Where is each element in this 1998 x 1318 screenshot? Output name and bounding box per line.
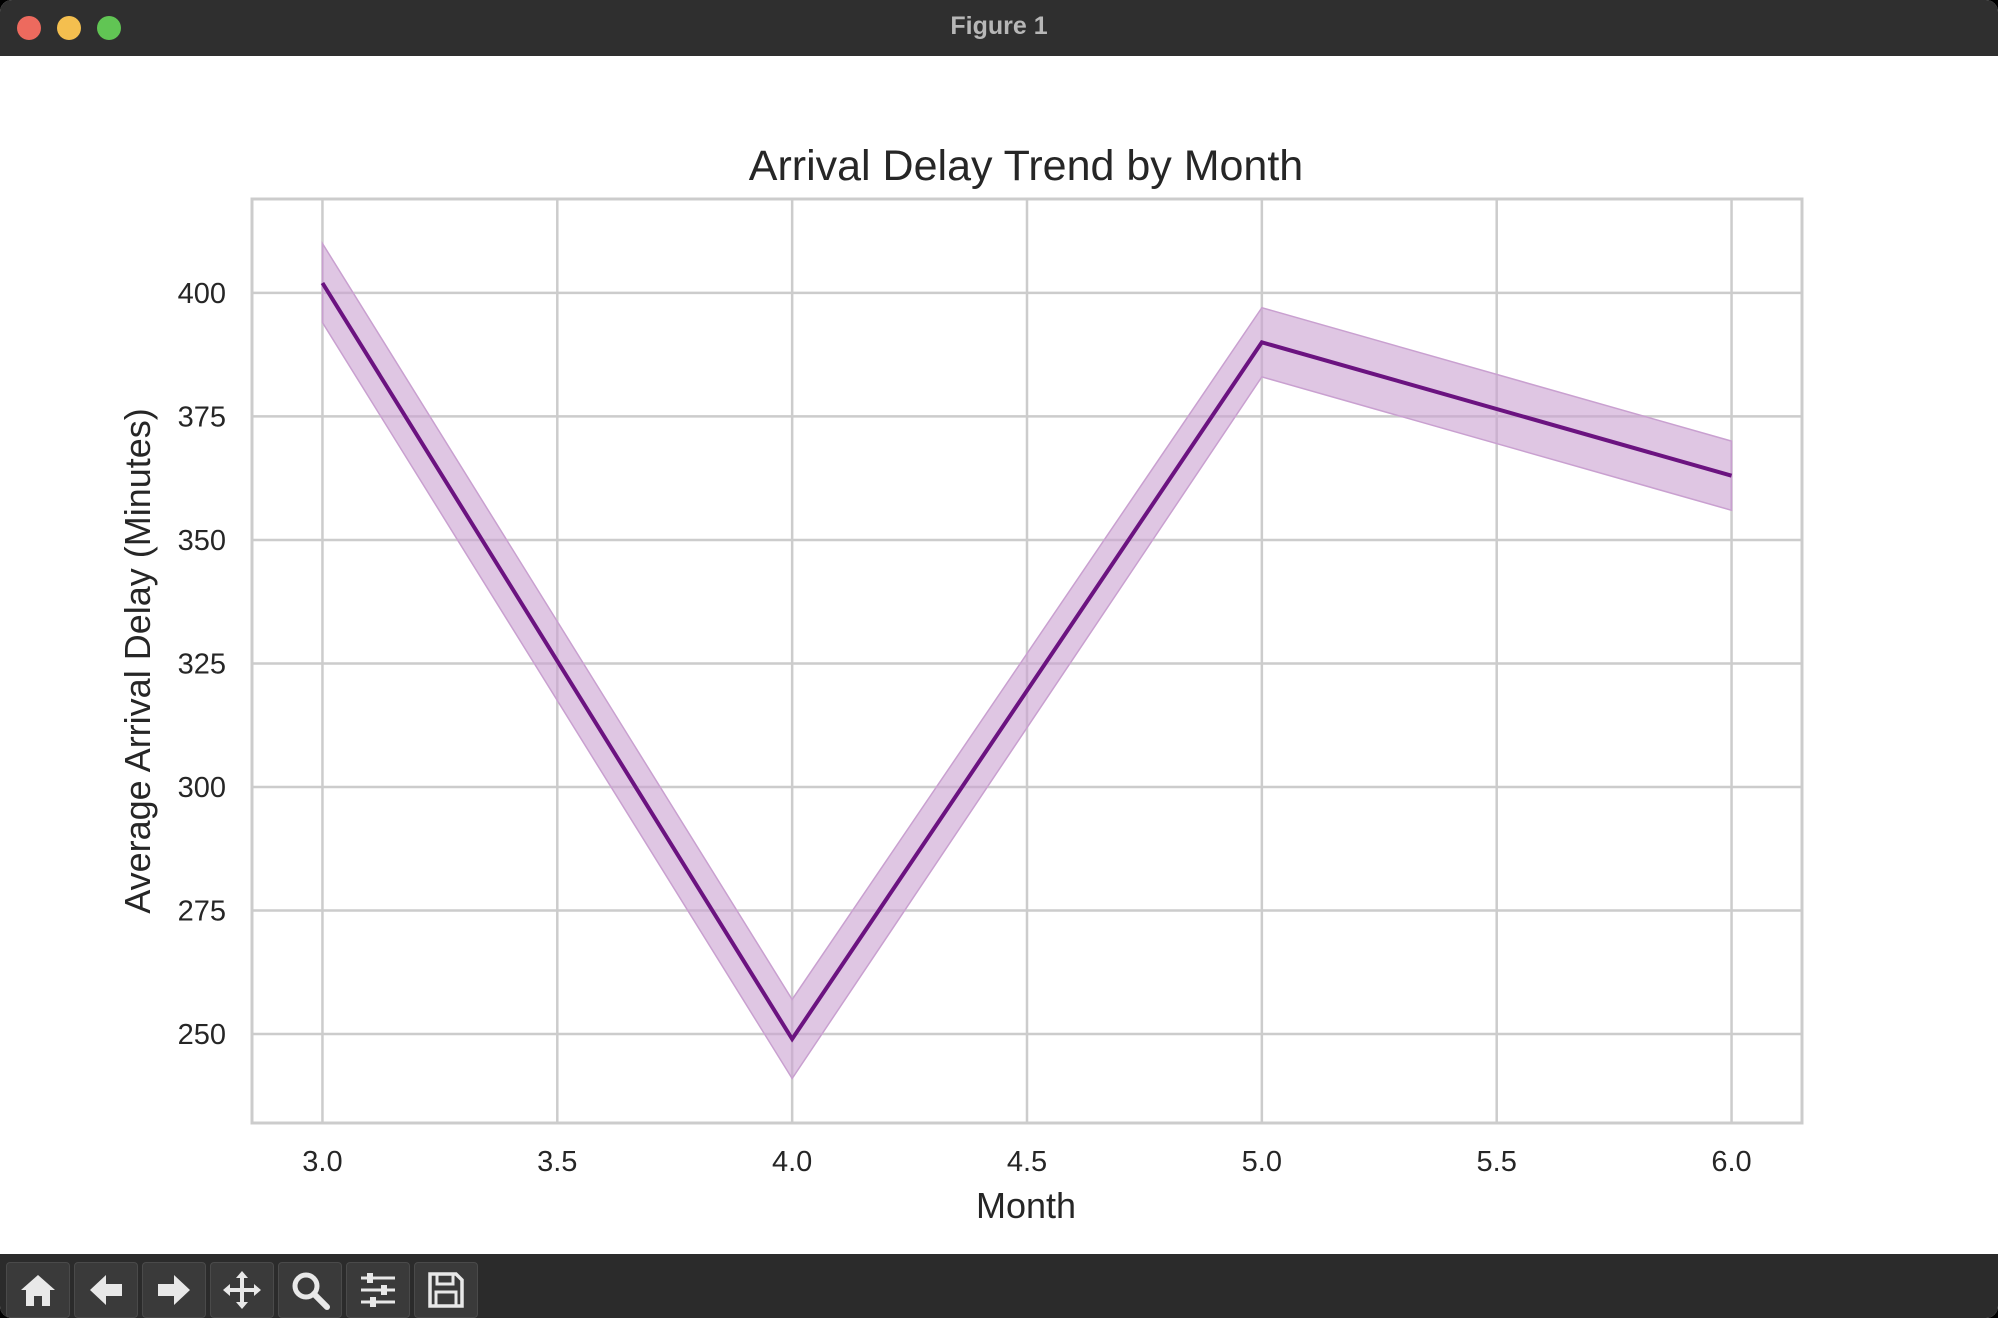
x-tick-label: 4.5 [1007, 1146, 1047, 1178]
zoom-button[interactable] [278, 1262, 342, 1318]
plot-area [250, 197, 1804, 1125]
y-tick-label: 350 [178, 525, 226, 557]
maximize-window-button[interactable] [97, 16, 121, 40]
arrow-left-icon [90, 1275, 122, 1305]
move-icon [223, 1271, 261, 1309]
x-tick-label: 4.0 [772, 1146, 812, 1178]
line-chart: Arrival Delay Trend by Month 3.0 3.5 4.0 4.… [117, 142, 1804, 1226]
save-button[interactable] [414, 1262, 478, 1318]
magnifier-icon [292, 1272, 330, 1310]
x-tick-label: 3.5 [537, 1146, 577, 1178]
close-window-button[interactable] [17, 16, 41, 40]
home-button[interactable] [6, 1262, 70, 1318]
home-icon [21, 1275, 55, 1306]
x-tick-label: 5.5 [1477, 1146, 1517, 1178]
configure-subplots-button[interactable] [346, 1262, 410, 1318]
chart-title: Arrival Delay Trend by Month [749, 142, 1303, 190]
floppy-disk-icon [428, 1272, 464, 1308]
figure-canvas: Arrival Delay Trend by Month 3.0 3.5 4.0 4.… [0, 56, 1998, 1254]
minimize-window-button[interactable] [57, 16, 81, 40]
sliders-icon [361, 1273, 395, 1307]
y-tick-label: 375 [178, 401, 226, 433]
y-axis-label: Average Arrival Delay (Minutes) [117, 408, 158, 914]
forward-button[interactable] [142, 1262, 206, 1318]
x-tick-label: 5.0 [1242, 1146, 1282, 1178]
x-tick-label: 6.0 [1711, 1146, 1751, 1178]
navigation-toolbar [0, 1254, 1998, 1318]
window-title: Figure 1 [950, 12, 1048, 40]
y-tick-label: 325 [178, 648, 226, 680]
confidence-band [321, 240, 1733, 1080]
back-button[interactable] [74, 1262, 138, 1318]
arrow-right-icon [158, 1275, 190, 1305]
pan-button[interactable] [210, 1262, 274, 1318]
series-line [320, 281, 1733, 1043]
title-bar: Figure 1 [0, 0, 1998, 57]
y-tick-label: 275 [178, 896, 226, 928]
x-axis-label: Month [976, 1185, 1076, 1226]
y-tick-label: 300 [178, 772, 226, 804]
y-tick-label: 250 [178, 1019, 226, 1051]
x-tick-label: 3.0 [302, 1146, 342, 1178]
y-tick-label: 400 [178, 278, 226, 310]
